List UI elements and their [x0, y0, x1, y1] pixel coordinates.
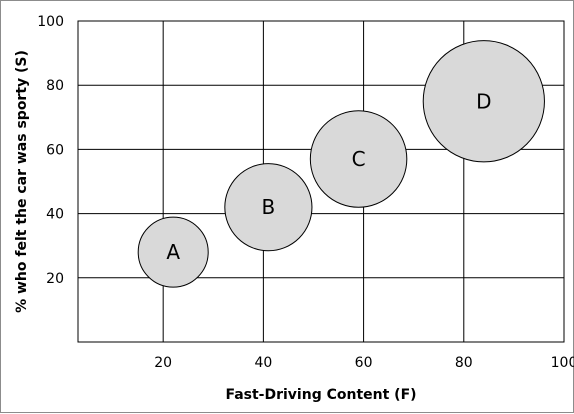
- x-tick-label-80: 80: [455, 355, 473, 371]
- y-tick-label-40: 40: [46, 207, 64, 223]
- x-tick-label-60: 60: [355, 355, 373, 371]
- bubble-label-d: D: [476, 89, 491, 113]
- bubble-label-c: C: [352, 147, 366, 171]
- y-tick-label-100: 100: [37, 14, 64, 30]
- x-axis-ticks: 20 40 60 80 100: [154, 355, 574, 371]
- bubble-a: [137, 216, 209, 288]
- plot-area: [77, 20, 565, 343]
- x-axis-title: Fast-Driving Content (F): [225, 387, 416, 403]
- bubble-c: [309, 110, 408, 208]
- y-tick-label-20: 20: [46, 271, 64, 287]
- y-tick-label-80: 80: [46, 78, 64, 94]
- bubble-d: [422, 40, 545, 163]
- bubble-b: [224, 163, 313, 252]
- bubble-label-b: B: [262, 195, 276, 219]
- y-axis-ticks: 20 40 60 80 100: [37, 14, 64, 287]
- x-tick-label-100: 100: [551, 355, 574, 371]
- y-tick-label-60: 60: [46, 142, 64, 158]
- x-tick-label-20: 20: [154, 355, 172, 371]
- bubbles: A B C D: [137, 40, 545, 288]
- x-tick-label-40: 40: [254, 355, 272, 371]
- y-axis-title: % who felt the car was sporty (S): [14, 50, 30, 313]
- bubble-label-a: A: [166, 240, 180, 264]
